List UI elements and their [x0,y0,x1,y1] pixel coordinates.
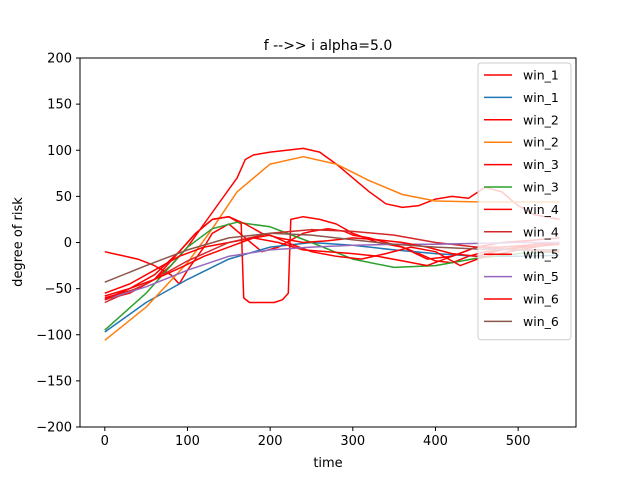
x-tick-label: 400 [423,434,448,449]
y-tick-label: 100 [47,144,72,159]
y-tick-label: 0 [64,236,72,251]
x-axis-label: time [313,456,342,471]
y-tick-label: 150 [47,98,72,113]
y-tick-label: −100 [36,328,72,343]
x-tick-label: 200 [258,434,283,449]
legend: win_1 win_1 win_2 win_2 win_3 win_3 win_4 win_4… [477,62,572,341]
legend-label: win_4 [523,202,559,217]
x-axis: 0 100 200 300 400 500 [101,427,531,449]
x-tick-label: 500 [506,434,531,449]
legend-label: win_3 [523,157,559,172]
legend-label: win_2 [523,112,559,127]
legend-label: win_3 [523,180,559,195]
legend-label: win_1 [523,68,559,83]
y-tick-label: −200 [36,421,72,436]
y-axis-label: degree of risk [11,197,26,287]
y-axis: −200 −150 −100 −50 0 50 100 150 200 [36,52,80,436]
y-tick-label: −150 [36,374,72,389]
series-line-win_2-3 [104,155,560,341]
x-tick-label: 300 [340,434,365,449]
y-tick-label: 50 [55,190,72,205]
x-tick-label: 0 [101,434,109,449]
y-tick-label: −50 [45,282,72,297]
legend-label: win_6 [523,292,559,307]
chart-title: f -->> i alpha=5.0 [264,38,393,54]
legend-label: win_5 [523,269,559,284]
legend-box [477,62,572,341]
legend-label: win_6 [523,314,559,329]
legend-label: win_4 [523,224,559,239]
legend-label: win_5 [523,247,559,262]
x-tick-label: 100 [175,434,200,449]
legend-label: win_1 [523,90,559,105]
y-tick-label: 200 [47,52,72,67]
legend-label: win_2 [523,135,559,150]
series-line-win_6-10 [104,215,560,301]
